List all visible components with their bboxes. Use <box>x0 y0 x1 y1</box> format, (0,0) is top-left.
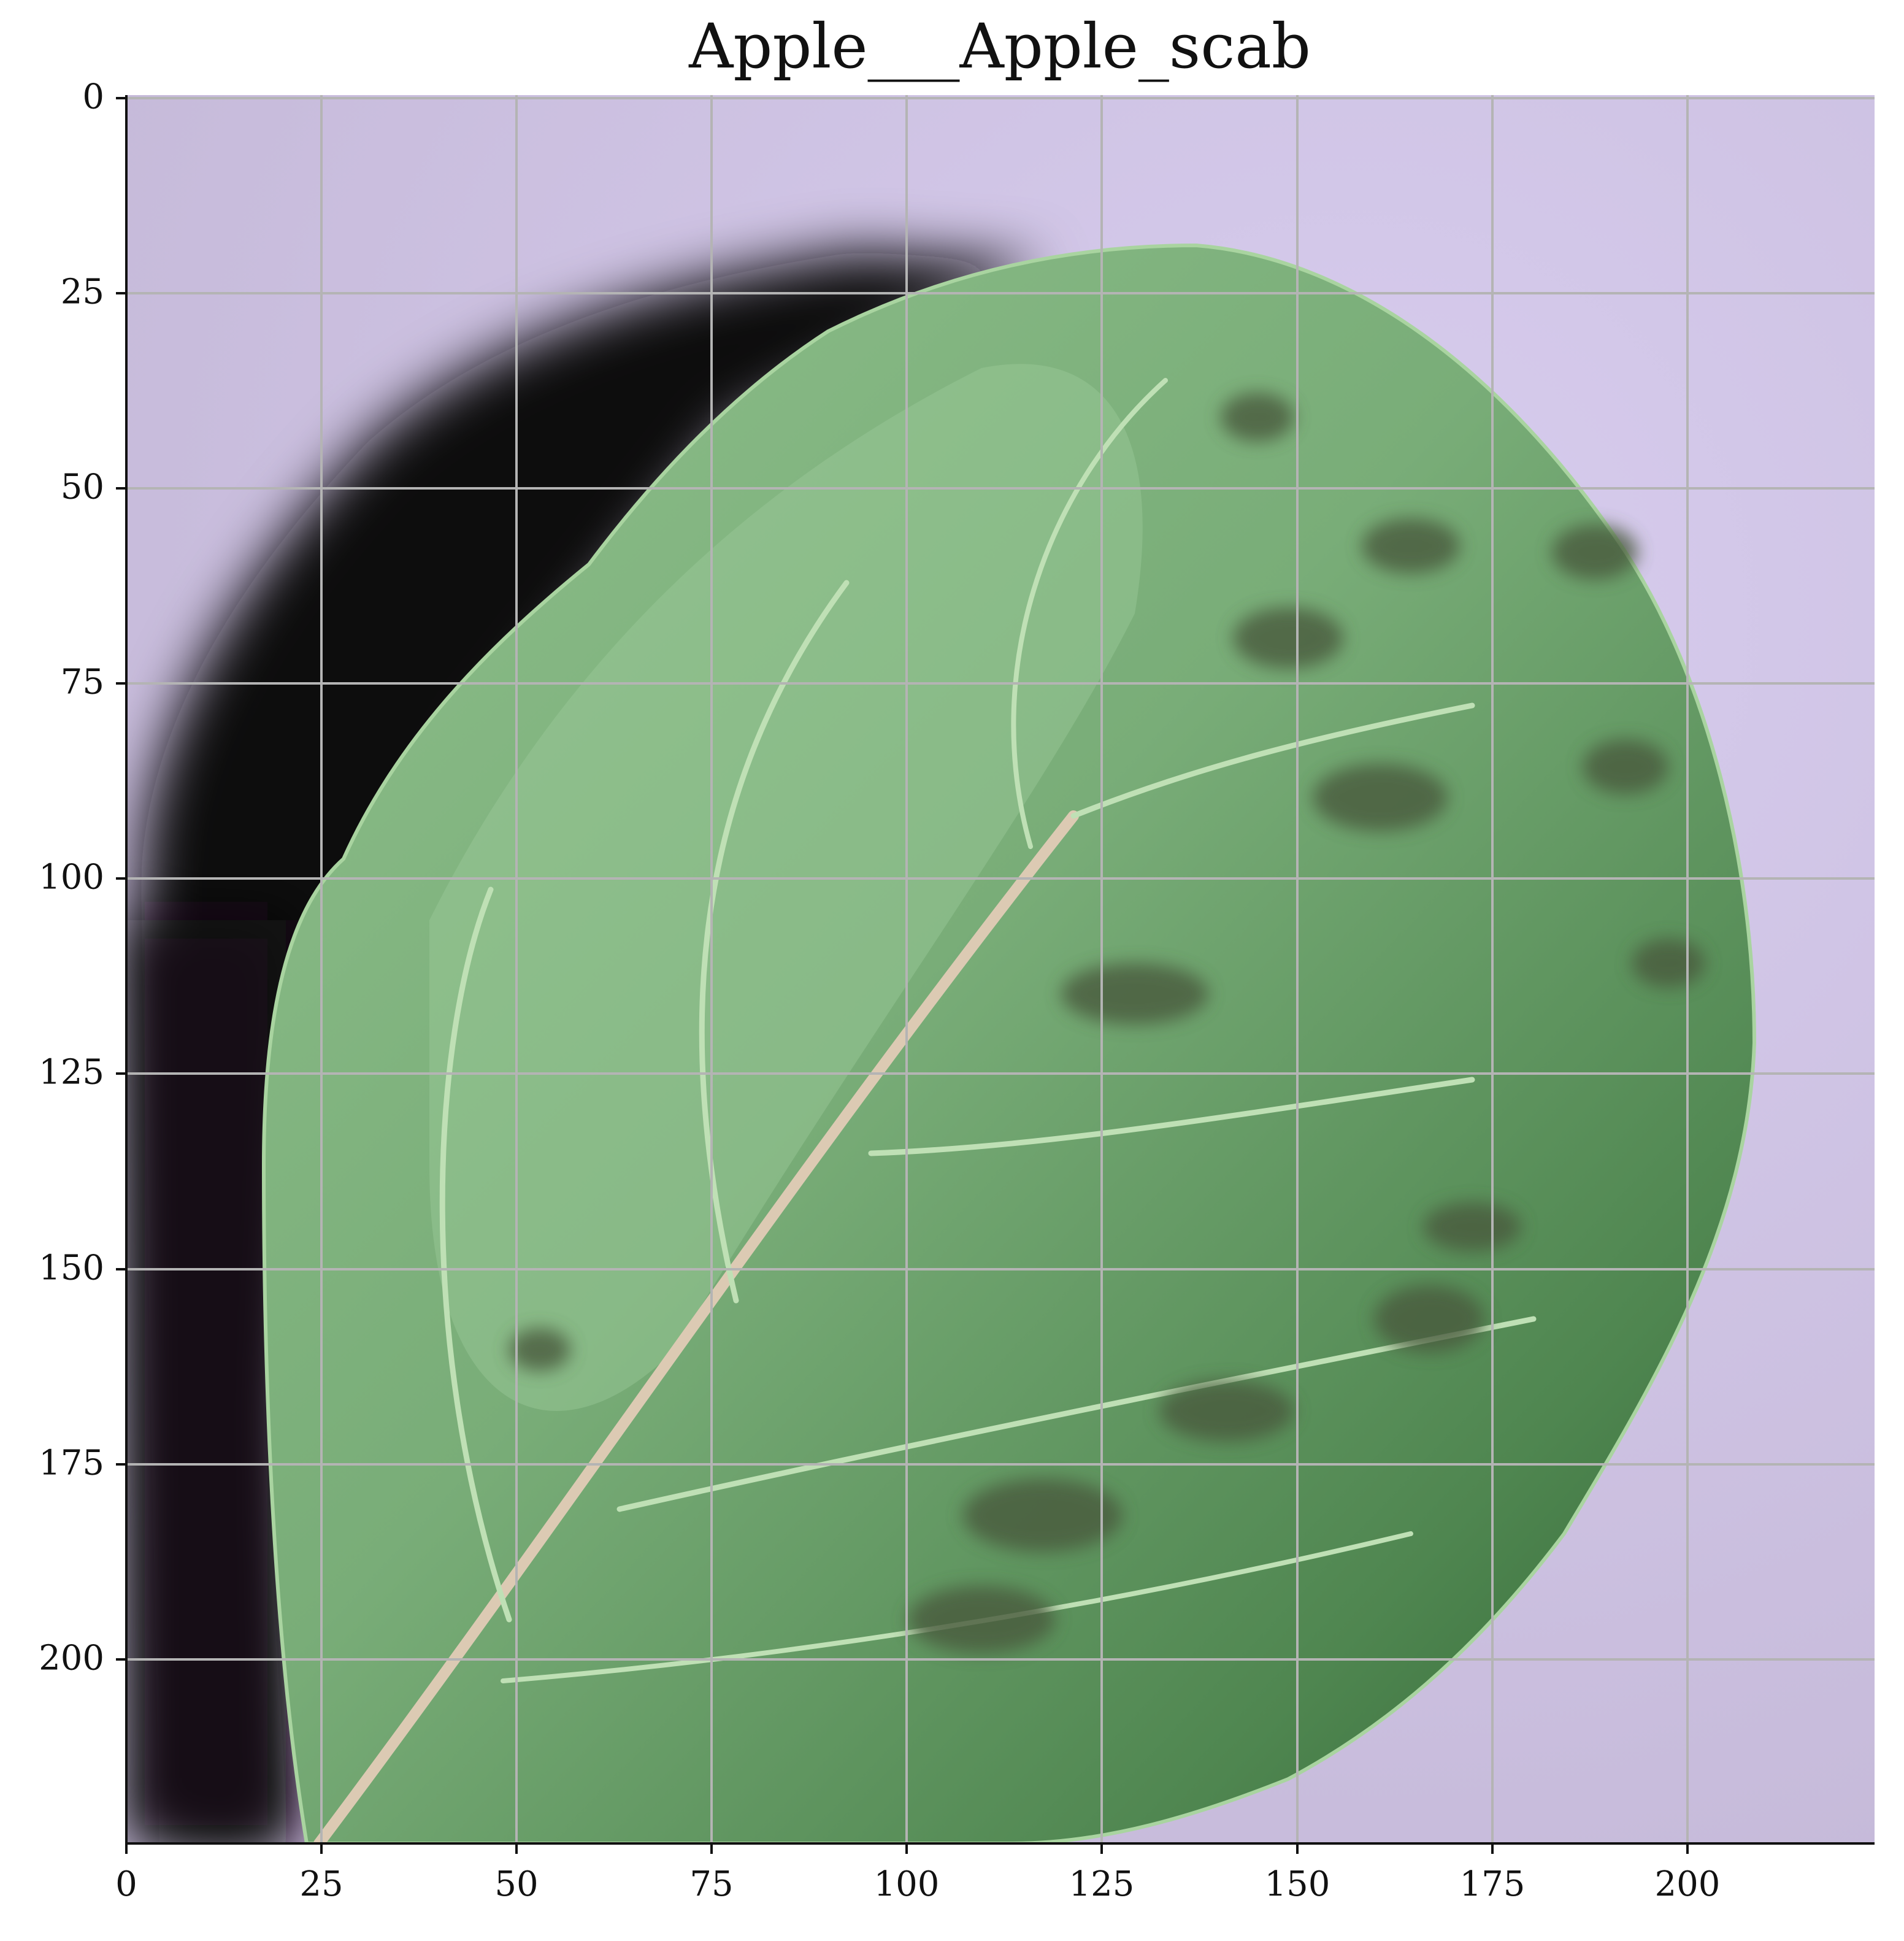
x-axis: 0 25 50 75 100 125 150 175 200 <box>115 1843 1720 1904</box>
vein <box>1011 378 1168 849</box>
y-tick-label: 0 <box>82 77 104 117</box>
vein <box>699 580 850 1304</box>
leaf-photo <box>126 95 1875 1843</box>
leaf-body <box>261 243 1757 1843</box>
x-tick-label: 25 <box>299 1864 343 1904</box>
vein <box>1070 702 1475 819</box>
x-tick-label: 75 <box>689 1864 733 1904</box>
leaf-veins <box>313 378 1537 1843</box>
vein <box>616 1316 1537 1512</box>
y-tick-label: 75 <box>61 663 104 702</box>
vein <box>868 1077 1475 1156</box>
x-tick-label: 200 <box>1655 1864 1721 1904</box>
leaf-shadow <box>141 252 1043 1843</box>
y-tick-label: 100 <box>39 858 104 897</box>
y-tick-label: 175 <box>39 1443 104 1483</box>
y-tick-label: 50 <box>61 467 104 507</box>
scab-lesions <box>509 393 1705 1653</box>
x-tick-label: 0 <box>115 1864 137 1904</box>
y-tick-label: 125 <box>39 1053 104 1093</box>
x-tick-label: 50 <box>494 1864 538 1904</box>
left-shadow-band <box>126 920 286 1843</box>
vein <box>439 886 512 1623</box>
y-axis: 0 25 50 75 100 125 150 175 200 <box>39 77 126 1678</box>
x-tick-label: 175 <box>1460 1864 1526 1904</box>
x-tick-label: 100 <box>874 1864 940 1904</box>
axes-spines <box>125 95 1875 1845</box>
y-tick-label: 200 <box>39 1639 104 1678</box>
x-tick-label: 150 <box>1265 1864 1330 1904</box>
x-tick-label: 125 <box>1069 1864 1135 1904</box>
y-tick-label: 25 <box>61 272 104 312</box>
figure-title: Apple___Apple_scab <box>688 10 1311 82</box>
midrib <box>313 810 1079 1843</box>
y-tick-label: 150 <box>39 1248 104 1288</box>
leaf-highlight <box>429 364 1143 1411</box>
